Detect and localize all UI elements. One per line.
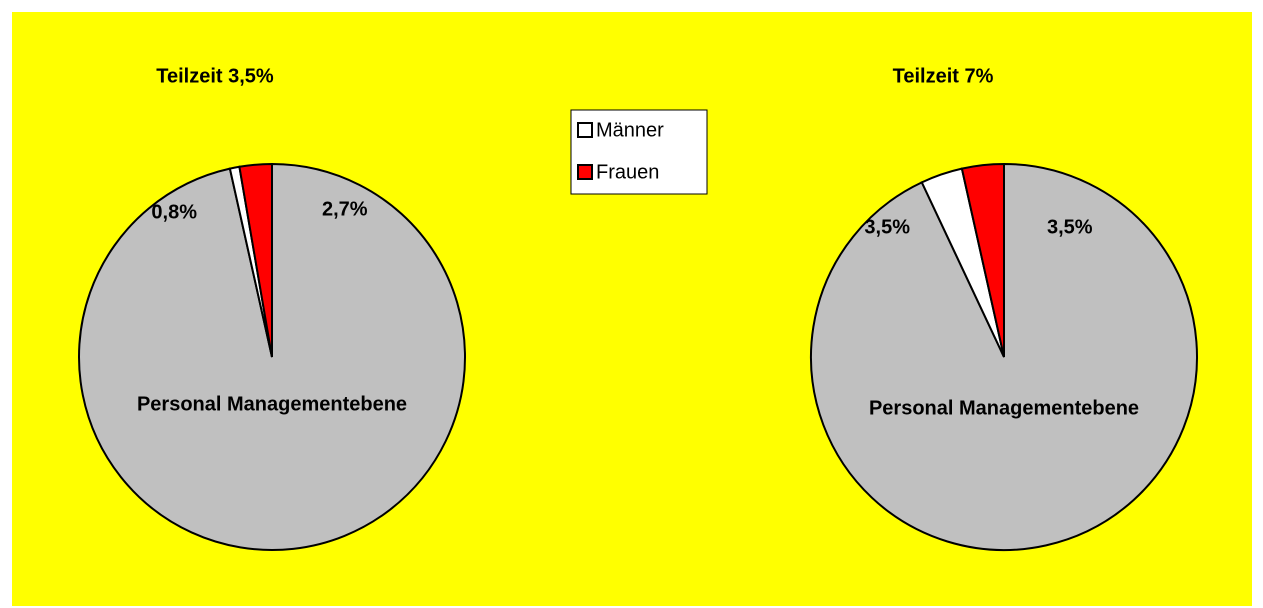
data-label: 0,8%: [151, 201, 197, 223]
data-label: 3,5%: [1047, 216, 1093, 238]
legend-label: Frauen: [596, 161, 659, 183]
slice-label: Personal Managementebene: [869, 397, 1139, 419]
chart-title: Teilzeit 3,5%: [156, 65, 274, 87]
pie-slice: [238, 162, 273, 358]
chart-title: Teilzeit 7%: [893, 65, 994, 87]
pie-slice: [960, 162, 1005, 358]
data-label: 3,5%: [864, 216, 910, 238]
legend-box: [570, 109, 708, 195]
slice-label: Personal Managementebene: [137, 393, 407, 415]
legend-label: Männer: [596, 119, 664, 141]
data-label: 2,7%: [322, 198, 368, 220]
legend-swatch: [577, 164, 593, 180]
legend-swatch: [577, 122, 593, 138]
